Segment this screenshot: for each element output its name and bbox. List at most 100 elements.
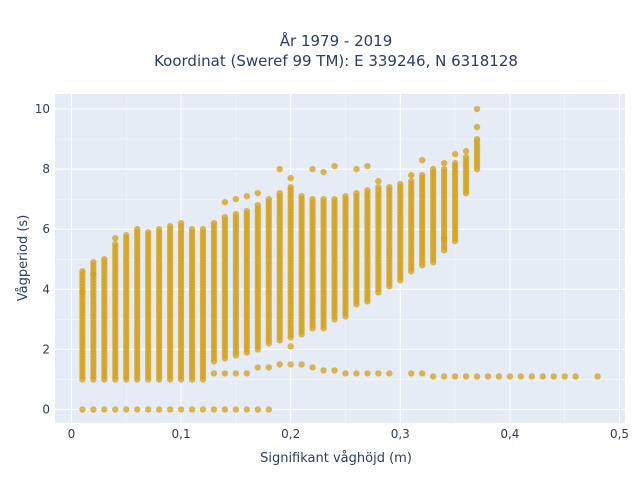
x-tick-label: 0,3 [391,427,410,441]
data-point [210,370,218,377]
data-point [495,373,503,380]
y-tick-label: 0 [42,402,50,416]
data-point [101,256,108,263]
data-point [254,201,261,209]
data-point [199,406,207,413]
data-point [375,183,382,191]
data-point [473,373,481,380]
data-point [572,373,579,380]
data-point [265,364,272,371]
y-tick-label: 10 [35,102,50,116]
data-point [342,192,349,200]
data-point [232,370,240,377]
data-point [364,186,371,194]
data-point [166,406,174,413]
data-point [232,195,240,203]
data-point [298,361,305,368]
data-point [309,364,316,371]
y-tick-label: 6 [42,222,50,236]
data-point [243,370,251,377]
data-point [309,195,316,203]
y-tick-label: 4 [42,282,50,296]
x-axis-title: Signifikant våghöjd (m) [260,451,412,466]
data-point [364,162,371,170]
data-point [331,162,338,170]
data-point [90,271,97,278]
data-point [265,195,272,203]
x-tick-label: 0,1 [172,427,191,441]
data-point [386,183,393,191]
data-point [199,226,207,233]
data-point [112,235,119,242]
data-point [484,373,492,380]
data-point [276,361,283,368]
data-point [243,192,251,200]
data-point [462,373,470,380]
data-point [79,268,86,275]
chart-title: År 1979 - 2019 [280,31,393,50]
data-point [134,226,141,233]
data-point [320,325,327,332]
x-tick-label: 0,5 [610,427,629,441]
y-tick-label: 2 [42,342,50,356]
data-point [254,406,261,413]
data-point [123,406,130,413]
data-point [144,406,152,413]
data-point [539,373,546,380]
data-point [364,298,371,305]
data-point [419,370,426,377]
data-point [79,289,86,296]
tick-labels: 0 0,1 0,2 0,3 0,4 0,5 0 2 4 6 8 10 [35,102,629,441]
data-point [408,171,415,179]
data-point [90,406,97,413]
data-point [353,165,360,173]
data-point [232,406,240,413]
data-point [221,213,229,221]
data-point [375,370,382,377]
data-point [243,207,251,215]
data-point [243,406,251,413]
data-point [353,370,360,377]
data-point [506,373,514,380]
data-point [528,373,536,380]
data-point [331,195,338,203]
data-point [188,406,196,413]
data-point [79,406,86,413]
data-point [254,189,261,197]
data-point [112,406,119,413]
data-point [462,147,470,155]
data-point [473,135,481,143]
data-point [375,177,382,185]
data-point [287,174,294,182]
data-point [561,373,568,380]
data-point [451,150,459,158]
data-point [440,165,448,173]
data-point [353,189,360,197]
data-point [309,165,316,173]
data-point [101,406,108,413]
data-point [440,373,448,380]
data-point [134,406,141,413]
data-point [166,223,174,230]
data-point [594,373,601,380]
data-point [90,259,97,266]
data-point [462,153,470,161]
data-point [397,180,404,188]
data-point [254,364,261,371]
data-point [408,177,415,185]
data-point [210,219,218,227]
data-point [265,406,272,413]
data-point [419,156,426,164]
data-point [320,168,327,176]
data-point [331,367,338,374]
data-point [276,165,283,173]
x-tick-label: 0,2 [281,427,300,441]
data-point [320,195,327,203]
points-layer [79,105,601,413]
data-point [408,370,415,377]
data-point [440,235,448,242]
data-point [429,373,437,380]
data-point [287,343,294,350]
